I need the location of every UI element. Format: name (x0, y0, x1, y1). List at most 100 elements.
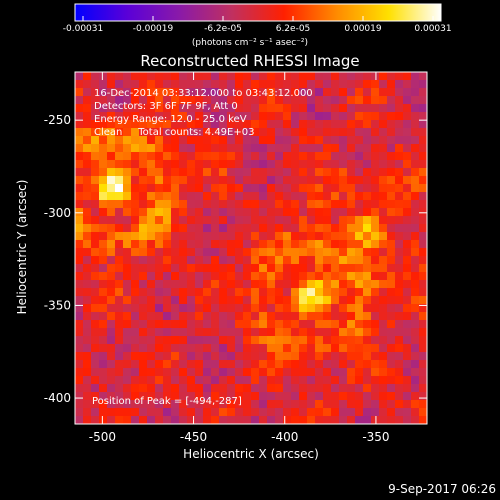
heatmap-cell (147, 176, 155, 184)
heatmap-cell (123, 288, 131, 296)
heatmap-cell (267, 336, 275, 344)
heatmap-cell (419, 256, 427, 264)
heatmap-cell (99, 312, 107, 320)
heatmap-cell (107, 200, 115, 208)
heatmap-cell (331, 72, 339, 80)
heatmap-cell (355, 72, 363, 80)
heatmap-cell (83, 400, 91, 408)
heatmap-cell (379, 256, 387, 264)
footer-timestamp: 9-Sep-2017 06:26 (388, 482, 496, 496)
heatmap-cell (347, 208, 355, 216)
heatmap-cell (411, 144, 419, 152)
heatmap-cell (411, 344, 419, 352)
heatmap-cell (339, 264, 347, 272)
heatmap-cell (75, 344, 83, 352)
heatmap-cell (251, 376, 259, 384)
heatmap-cell (371, 376, 379, 384)
heatmap-cell (307, 400, 315, 408)
heatmap-cell (91, 344, 99, 352)
heatmap-cell (299, 304, 307, 312)
heatmap-cell (91, 192, 99, 200)
heatmap-cell (203, 280, 211, 288)
heatmap-cell (107, 168, 115, 176)
heatmap-cell (75, 280, 83, 288)
heatmap-cell (203, 264, 211, 272)
heatmap-cell (387, 184, 395, 192)
heatmap-cell (83, 360, 91, 368)
heatmap-cell (219, 232, 227, 240)
heatmap-cell (339, 208, 347, 216)
heatmap-cell (107, 104, 115, 112)
heatmap-cell (371, 136, 379, 144)
heatmap-cell (203, 336, 211, 344)
heatmap-cell (99, 80, 107, 88)
heatmap-cell (347, 104, 355, 112)
heatmap-cell (259, 232, 267, 240)
heatmap-cell (411, 376, 419, 384)
heatmap-cell (107, 352, 115, 360)
heatmap-cell (99, 280, 107, 288)
heatmap-cell (419, 224, 427, 232)
heatmap-cell (355, 400, 363, 408)
heatmap-cell (227, 360, 235, 368)
heatmap-cell (107, 368, 115, 376)
heatmap-cell (379, 88, 387, 96)
heatmap-cell (315, 120, 323, 128)
heatmap-cell (283, 144, 291, 152)
heatmap-cell (403, 88, 411, 96)
heatmap-cell (411, 320, 419, 328)
heatmap-cell (283, 152, 291, 160)
heatmap-cell (259, 416, 267, 424)
heatmap-cell (291, 128, 299, 136)
heatmap-cell (355, 256, 363, 264)
heatmap-cell (219, 416, 227, 424)
heatmap-cell (371, 88, 379, 96)
heatmap-cell (379, 184, 387, 192)
heatmap-cell (211, 288, 219, 296)
heatmap-cell (171, 384, 179, 392)
heatmap-cell (275, 216, 283, 224)
heatmap-cell (379, 288, 387, 296)
heatmap-cell (403, 216, 411, 224)
heatmap-cell (83, 152, 91, 160)
heatmap-cell (355, 312, 363, 320)
heatmap-cell (203, 400, 211, 408)
heatmap-cell (323, 72, 331, 80)
heatmap-cell (171, 336, 179, 344)
heatmap-cell (91, 368, 99, 376)
heatmap-cell (171, 128, 179, 136)
heatmap-cell (299, 352, 307, 360)
heatmap-cell (227, 120, 235, 128)
heatmap-cell (299, 296, 307, 304)
heatmap-cell (331, 240, 339, 248)
heatmap-cell (283, 200, 291, 208)
y-tick-label: -350 (44, 298, 71, 312)
heatmap-cell (307, 392, 315, 400)
heatmap-cell (323, 136, 331, 144)
heatmap-cell (379, 408, 387, 416)
heatmap-cell (403, 256, 411, 264)
heatmap-cell (371, 152, 379, 160)
heatmap-cell (275, 192, 283, 200)
heatmap-cell (139, 344, 147, 352)
heatmap-cell (123, 240, 131, 248)
heatmap-cell (347, 296, 355, 304)
heatmap-cell (163, 336, 171, 344)
heatmap-cell (371, 184, 379, 192)
heatmap-cell (307, 384, 315, 392)
heatmap-cell (163, 416, 171, 424)
heatmap-cell (227, 304, 235, 312)
heatmap-cell (227, 184, 235, 192)
heatmap-cell (371, 192, 379, 200)
heatmap-cell (155, 208, 163, 216)
heatmap-cell (187, 400, 195, 408)
heatmap-cell (91, 176, 99, 184)
heatmap-cell (155, 136, 163, 144)
heatmap-cell (219, 216, 227, 224)
heatmap-cell (107, 152, 115, 160)
heatmap-cell (139, 288, 147, 296)
heatmap-cell (243, 160, 251, 168)
heatmap-cell (139, 416, 147, 424)
heatmap-cell (387, 280, 395, 288)
heatmap-cell (123, 280, 131, 288)
